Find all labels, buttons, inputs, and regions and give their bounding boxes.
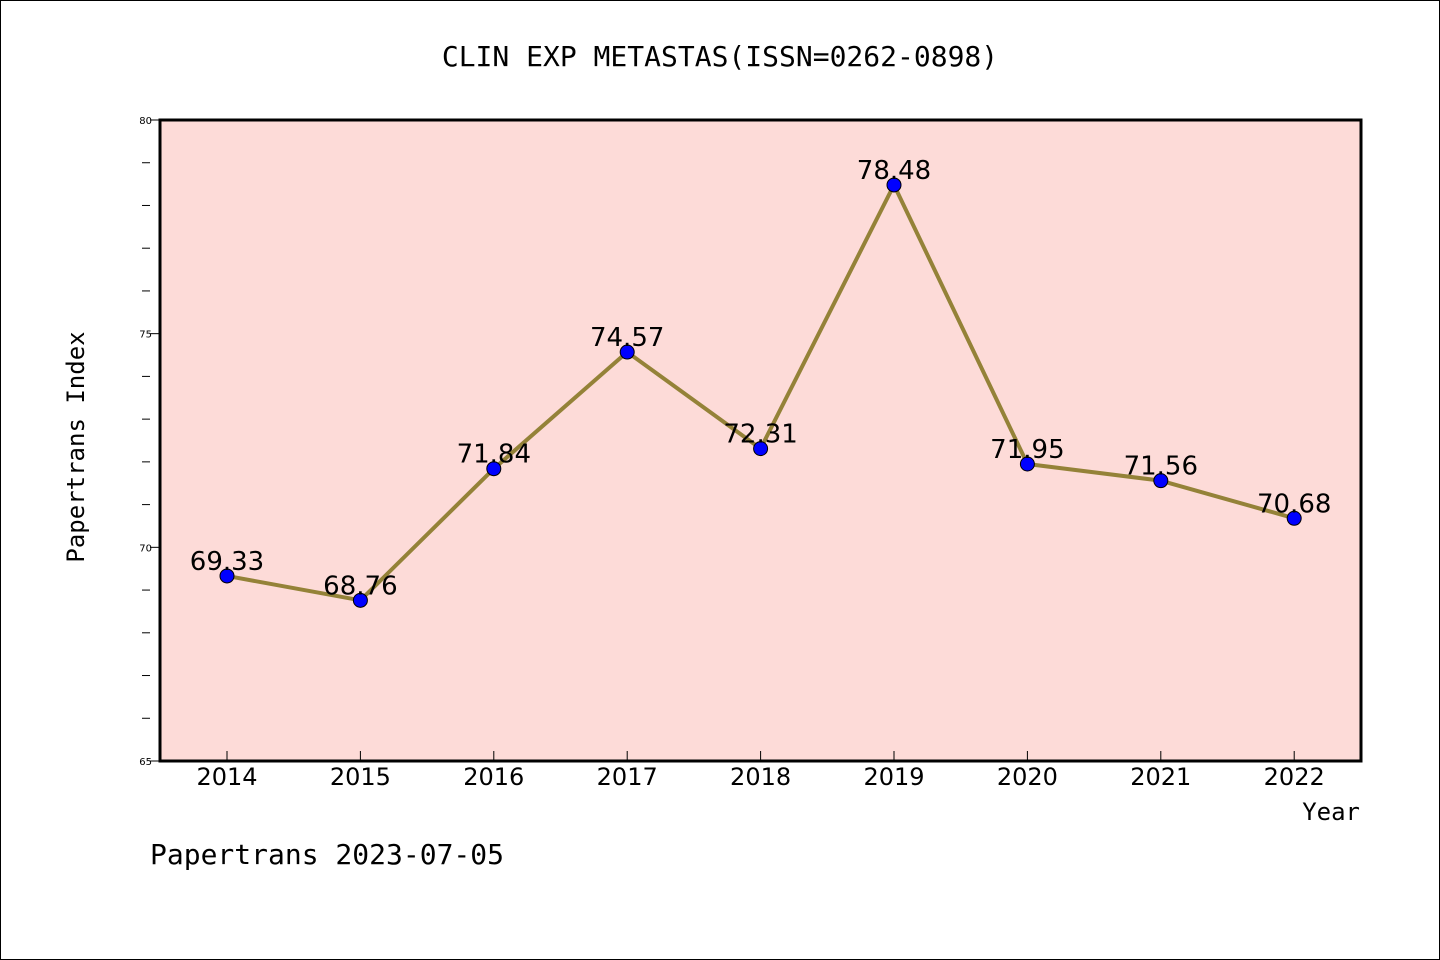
y-axis-ticks: 65 70 75 80 <box>139 116 160 768</box>
data-point-label: 78.48 <box>857 156 931 186</box>
data-point-marker <box>886 177 902 193</box>
data-point-label: 72.31 <box>723 420 797 450</box>
x-tick-label: 2020 <box>997 763 1058 791</box>
data-point-marker <box>1286 510 1302 526</box>
data-point-label: 70.68 <box>1257 489 1331 519</box>
data-point-marker <box>1019 456 1035 472</box>
data-point-marker <box>352 592 368 608</box>
data-point-marker <box>486 461 502 477</box>
data-point-marker <box>753 441 769 457</box>
data-markers <box>219 177 1302 608</box>
x-tick-label: 2019 <box>863 763 924 791</box>
footer-date-stamp: Papertrans 2023-07-05 <box>150 838 504 871</box>
plot-area <box>160 120 1361 761</box>
data-point-label: 68.76 <box>323 571 397 601</box>
data-point-label: 71.84 <box>457 440 531 470</box>
data-point-label: 71.95 <box>990 435 1064 465</box>
data-point-marker <box>1153 473 1169 489</box>
x-tick-label: 2018 <box>730 763 791 791</box>
x-tick-label: 2014 <box>196 763 257 791</box>
data-point-label: 71.56 <box>1124 452 1198 482</box>
x-axis-label: Year <box>1302 798 1360 826</box>
data-point-label: 74.57 <box>590 323 664 353</box>
data-point-marker <box>619 344 635 360</box>
x-tick-label: 2021 <box>1130 763 1191 791</box>
data-point-marker <box>219 568 235 584</box>
y-tick-label: 65 <box>139 757 152 768</box>
y-tick-label: 75 <box>139 330 152 341</box>
y-axis-label: Papertrans Index <box>62 331 90 562</box>
x-tick-label: 2017 <box>597 763 658 791</box>
x-axis-ticks: 2014 2015 2016 2017 2018 2019 2020 2021 2022 <box>196 751 1325 791</box>
data-point-label: 69.33 <box>190 547 264 577</box>
plot-border <box>158 118 1363 763</box>
y-tick-label: 70 <box>139 543 152 554</box>
chart-title: CLIN EXP METASTAS(ISSN=0262-0898) <box>442 40 998 73</box>
x-tick-label: 2016 <box>463 763 524 791</box>
y-axis-minor-ticks <box>142 162 150 719</box>
x-tick-label: 2022 <box>1264 763 1325 791</box>
y-tick-label: 80 <box>139 116 152 127</box>
x-tick-label: 2015 <box>330 763 391 791</box>
data-labels: 69.33 68.76 71.84 74.57 72.31 78.48 71.95 71.56… <box>190 156 1332 601</box>
